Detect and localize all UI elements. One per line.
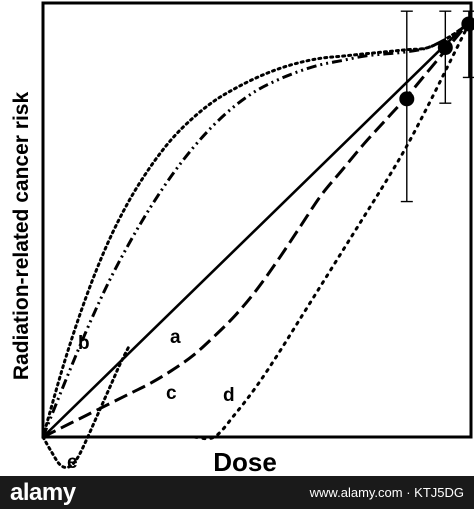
error-bars-layer — [400, 10, 474, 203]
y-axis-label: Radiation-related cancer risk — [10, 92, 33, 381]
curve-label-d: d — [223, 385, 235, 406]
curve-labels-layer: a b c d e — [67, 327, 235, 473]
curve-label-a: a — [170, 327, 181, 348]
data-point — [399, 91, 415, 107]
stock-image-id: www.alamy.com · KTJ5DG — [309, 485, 464, 500]
error-bar — [439, 10, 452, 104]
curve-label-c: c — [166, 383, 177, 404]
stock-logo: alamy — [10, 479, 76, 506]
curve-d — [41, 18, 473, 441]
curve-b — [41, 20, 473, 439]
data-point — [437, 40, 453, 56]
x-axis-label: Dose — [213, 447, 277, 476]
curve-a — [42, 18, 472, 438]
plot-frame — [41, 1, 473, 439]
curve-label-b: b — [78, 333, 90, 354]
watermark-bar: alamy www.alamy.com · KTJ5DG — [0, 476, 474, 509]
curve-label-e: e — [67, 452, 78, 473]
dose-response-chart: a b c d e Radiation-related cancer risk Dose — [10, 1, 474, 476]
data-points-layer — [399, 16, 474, 107]
curve-e — [41, 345, 131, 469]
